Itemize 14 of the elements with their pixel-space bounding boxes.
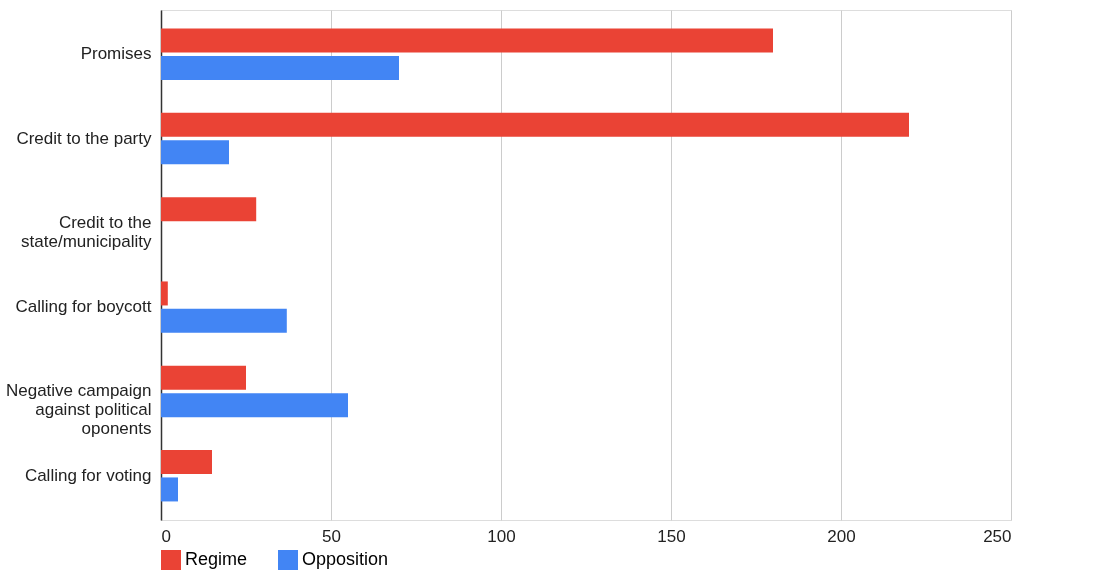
y-tick-label: Negative campaign against political oponents — [5, 381, 152, 439]
y-tick-label: Credit to the party — [16, 128, 152, 148]
y-tick-label: Promises — [80, 44, 152, 64]
x-tick-label: 0 — [161, 526, 171, 546]
y-tick-label: Credit to the state/municipality — [21, 212, 152, 251]
legend-label: Opposition — [302, 549, 389, 569]
y-tick-label: Calling for voting — [24, 465, 152, 485]
x-tick-label: 150 — [657, 526, 686, 546]
y-tick-label: Calling for boycott — [15, 297, 152, 317]
legend-label: Regime — [185, 549, 248, 569]
x-tick-label: 100 — [487, 526, 516, 546]
x-tick-label: 50 — [322, 526, 341, 546]
x-tick-label: 200 — [827, 526, 856, 546]
x-tick-label: 250 — [983, 526, 1012, 546]
